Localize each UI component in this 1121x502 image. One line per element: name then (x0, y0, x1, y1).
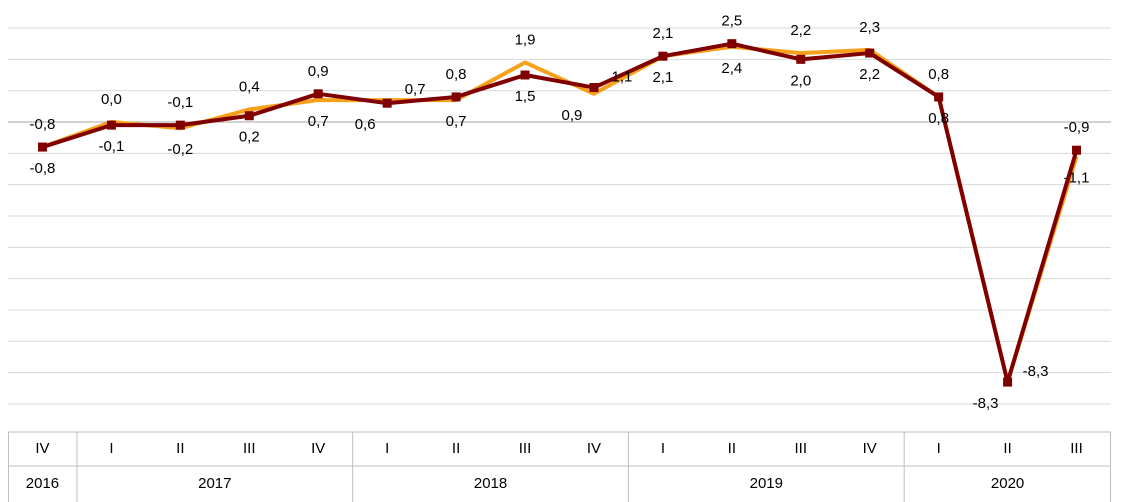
data-label: 0,4 (239, 78, 260, 95)
marker (658, 51, 668, 61)
series-line (41, 41, 1079, 385)
data-label: 0,8 (928, 66, 949, 83)
data-label: -8,3 (1023, 363, 1049, 380)
x-tick-label: III (795, 440, 808, 457)
data-label: 0,8 (928, 110, 949, 127)
marker (865, 48, 875, 58)
data-label: 0,8 (446, 66, 467, 83)
data-label: -0,1 (167, 94, 193, 111)
x-tick-label: IV (311, 440, 325, 457)
year-label: 2019 (750, 475, 783, 492)
marker (934, 92, 944, 102)
marker (451, 92, 461, 102)
year-label: 2017 (198, 475, 231, 492)
series-line (41, 44, 1079, 385)
data-label: -0,8 (30, 160, 56, 177)
data-label: 0,0 (101, 91, 122, 108)
x-tick-label: I (937, 440, 941, 457)
data-label: 1,9 (515, 31, 536, 48)
data-label: 0,7 (308, 113, 329, 130)
x-tick-label: II (176, 440, 184, 457)
data-label: 2,5 (721, 13, 742, 30)
marker (589, 83, 599, 93)
marker (382, 98, 392, 108)
marker (37, 142, 47, 152)
data-label: 0,9 (308, 63, 329, 80)
data-label: 2,2 (859, 66, 880, 83)
data-label: 2,2 (790, 22, 811, 39)
data-label: 2,0 (790, 72, 811, 89)
data-label: 2,1 (652, 25, 673, 42)
x-tick-label: III (1070, 440, 1083, 457)
year-label: 2020 (991, 475, 1024, 492)
data-label: 2,3 (859, 19, 880, 36)
data-label: 0,9 (562, 107, 583, 124)
marker (313, 89, 323, 99)
data-label: 1,5 (515, 88, 536, 105)
data-label: -1,1 (1064, 169, 1090, 186)
data-label: 0,7 (446, 113, 467, 130)
year-label: 2016 (26, 475, 59, 492)
data-label: 2,4 (721, 60, 742, 77)
marker (1003, 377, 1013, 387)
x-tick-label: III (519, 440, 532, 457)
data-label: -0,1 (98, 138, 124, 155)
x-tick-label: II (728, 440, 736, 457)
data-label: 1,1 (612, 69, 633, 86)
marker (175, 120, 185, 130)
marker (1072, 145, 1082, 155)
x-tick-label: II (1003, 440, 1011, 457)
x-tick-label: I (661, 440, 665, 457)
data-label: -8,3 (973, 395, 999, 412)
data-label: 0,7 (405, 81, 426, 98)
x-tick-label: I (385, 440, 389, 457)
marker (727, 39, 737, 49)
data-label: 0,6 (355, 116, 376, 133)
marker (520, 70, 530, 80)
year-label: 2018 (474, 475, 507, 492)
x-tick-label: III (243, 440, 256, 457)
x-tick-label: IV (35, 440, 49, 457)
marker (796, 54, 806, 64)
x-tick-label: II (452, 440, 460, 457)
data-label: 2,1 (652, 69, 673, 86)
data-label: -0,2 (167, 141, 193, 158)
marker (106, 120, 116, 130)
data-label: -0,9 (1064, 119, 1090, 136)
x-tick-label: IV (587, 440, 601, 457)
data-label: -0,8 (30, 116, 56, 133)
x-tick-label: I (109, 440, 113, 457)
data-label: 0,2 (239, 129, 260, 146)
x-tick-label: IV (863, 440, 877, 457)
marker (244, 111, 254, 121)
